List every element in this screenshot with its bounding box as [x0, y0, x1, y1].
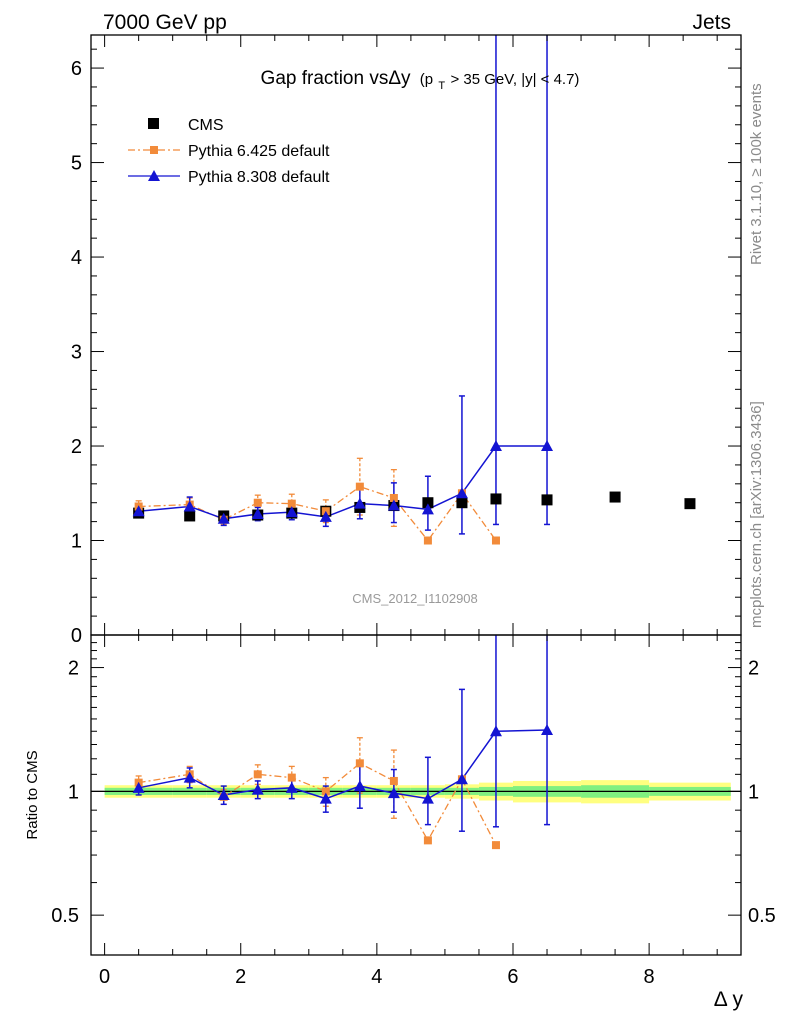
x-tick-label: 4: [371, 966, 382, 988]
ratio-y-tick-label-right: 2: [748, 658, 759, 680]
ratio-pythia6-data-point: [355, 759, 364, 768]
pythia8-line: [138, 445, 548, 520]
ratio-pythia8-data-point: [387, 787, 400, 799]
y-tick-label: 4: [71, 247, 82, 269]
main-panel: 0 1 2 3 4 5 6 Gap fraction vsΔy (p T > 35 GeV,…: [71, 34, 742, 647]
ratio-pythia6-data-point: [321, 787, 330, 796]
pythia6-data-point: [253, 498, 262, 507]
plot-title-cut-sub: T: [438, 80, 445, 92]
ratio-y-tick-label: 0.5: [51, 905, 79, 927]
legend-label-cms: CMS: [188, 117, 224, 134]
pythia8-data-point: [319, 510, 332, 522]
ratio-pythia8-data-point: [183, 771, 196, 783]
ratio-pythia8-data-point: [251, 783, 264, 795]
plot-title-cut-a: (p: [420, 71, 433, 88]
pythia6-data-point: [287, 499, 296, 508]
legend-marker-cms: [148, 118, 159, 129]
legend-label-pythia8: Pythia 8.308 default: [188, 169, 330, 186]
y-tick-label: 3: [71, 342, 82, 364]
ratio-panel-data: [132, 635, 554, 850]
x-axis-label: Δ y: [714, 988, 744, 1011]
y-tick-label: 6: [71, 58, 82, 80]
x-tick-label: 0: [99, 966, 110, 988]
ratio-axis-label: Ratio to CMS: [24, 750, 41, 839]
mcplots-label: mcplots.cern.ch [arXiv:1306.3436]: [748, 401, 765, 628]
pythia6-data-point: [423, 536, 432, 545]
y-tick-label: 2: [71, 436, 82, 458]
cms-data-point: [456, 497, 468, 509]
ratio-pythia8-line: [138, 729, 548, 800]
pythia8-data-point: [183, 500, 196, 512]
legend-entry-cms: CMS: [148, 117, 224, 134]
ratio-panel: 0 2 4 6 8 0.5 0.5 1 1 2 2 Ratio to CMS Δ y: [24, 634, 776, 1011]
ratio-panel-ticks: 0 2 4 6 8 0.5 0.5 1 1 2 2: [51, 635, 776, 988]
ratio-panel-frame: [90, 634, 742, 956]
legend-label-pythia6: Pythia 6.425 default: [188, 143, 330, 160]
plot-title-main: Gap fraction vsΔy: [261, 68, 411, 89]
ratio-pythia8-data-point: [319, 792, 332, 804]
main-panel-data: [132, 35, 696, 545]
main-panel-ticks: 0 1 2 3 4 5 6: [71, 35, 741, 647]
ratio-uncertainty-band: [91, 780, 741, 804]
pythia6-data-point: [355, 482, 364, 491]
ratio-y-tick-label: 1: [68, 781, 79, 803]
ratio-pythia8-data-point: [541, 723, 554, 735]
cms-data-point: [184, 510, 196, 522]
cms-data-point: [684, 498, 696, 510]
plot-title-cut-b: > 35 GeV, |y| < 4.7): [450, 71, 579, 88]
x-tick-label: 8: [644, 966, 655, 988]
header-jets-label: Jets: [692, 11, 731, 34]
pythia8-data-point: [251, 508, 264, 520]
ratio-pythia6-data-point: [491, 841, 500, 850]
pythia6-data-point: [389, 493, 398, 502]
cms-data-point: [541, 494, 553, 506]
pythia6-data-point: [491, 536, 500, 545]
ratio-pythia8-data-point: [421, 792, 434, 804]
ratio-pythia6-data-point: [389, 776, 398, 785]
pythia8-data-point: [387, 499, 400, 511]
cms-data-point: [422, 497, 434, 509]
x-tick-label: 2: [235, 966, 246, 988]
pythia8-data-point: [353, 497, 366, 509]
y-tick-label: 5: [71, 153, 82, 175]
analysis-watermark: CMS_2012_I1102908: [352, 591, 478, 606]
cms-data-point: [609, 491, 621, 503]
ratio-y-tick-label-right: 1: [748, 781, 759, 803]
legend: CMS Pythia 6.425 default Pythia 8.308 de…: [128, 117, 330, 186]
pythia8-data-point: [217, 512, 230, 524]
ratio-pythia8-data-point: [455, 773, 468, 785]
legend-entry-pythia8: Pythia 8.308 default: [128, 169, 330, 186]
x-tick-label: 6: [507, 966, 518, 988]
ratio-pythia6-data-point: [287, 773, 296, 782]
ratio-pythia8-data-point: [353, 780, 366, 792]
header-energy-label: 7000 GeV pp: [103, 11, 227, 34]
cms-data-point: [490, 493, 502, 505]
ratio-pythia8-data-point: [132, 781, 145, 793]
ratio-pythia8-data-point: [489, 725, 502, 737]
pythia8-data-point: [489, 440, 502, 452]
ratio-y-tick-label: 2: [68, 658, 79, 680]
ratio-pythia8-data-point: [217, 788, 230, 800]
pythia8-data-point: [541, 440, 554, 452]
y-tick-label: 1: [71, 531, 82, 553]
legend-marker-pythia6: [150, 146, 158, 154]
ratio-pythia8-data-point: [285, 781, 298, 793]
plot-title: Gap fraction vsΔy (p T > 35 GeV, |y| < 4…: [261, 68, 580, 94]
ratio-y-tick-label-right: 0.5: [748, 905, 776, 927]
legend-entry-pythia6: Pythia 6.425 default: [128, 143, 330, 160]
ratio-pythia6-data-point: [253, 770, 262, 779]
y-tick-label: 0: [71, 625, 82, 647]
pythia8-data-point: [455, 487, 468, 499]
pythia8-data-point: [132, 505, 145, 517]
legend-marker-pythia8: [148, 170, 160, 181]
pythia8-data-point: [285, 506, 298, 518]
rivet-version-label: Rivet 3.1.10, ≥ 100k events: [748, 83, 765, 265]
pythia8-data-point: [421, 503, 434, 515]
ratio-pythia6-data-point: [423, 836, 432, 845]
